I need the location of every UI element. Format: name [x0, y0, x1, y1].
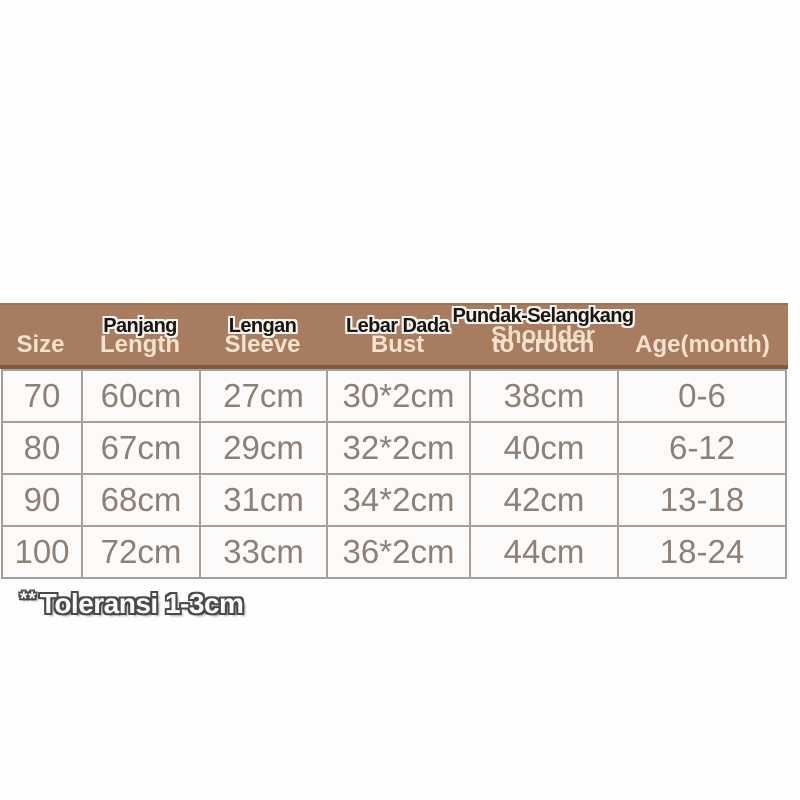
cell-length: 67cm: [81, 421, 201, 475]
table-row-size-100: 100 72cm 33cm 36*2cm 44cm 18-24: [1, 525, 787, 579]
header-bust-label-en: Bust: [370, 331, 425, 358]
cell-bust: 30*2cm: [326, 369, 471, 423]
header-age: Age(month): [617, 305, 788, 365]
cell-size: 90: [1, 473, 83, 527]
table-row-size-70: 70 60cm 27cm 30*2cm 38cm 0-6: [1, 369, 787, 423]
cell-shoulder-to-crotch: 40cm: [469, 421, 619, 475]
cell-length: 68cm: [81, 473, 201, 527]
header-sleeve-label-local: Lengan: [228, 315, 297, 337]
header-shoulder-label-local: Pundak-Selangkang: [452, 305, 635, 327]
cell-sleeve: 33cm: [199, 525, 328, 579]
header-bust-label-local: Lebar Dada: [346, 315, 450, 337]
tolerance-note-marker: **: [20, 589, 37, 610]
header-shoulder-label-en-line2: to crotch: [491, 331, 595, 358]
cell-bust: 34*2cm: [326, 473, 471, 527]
cell-age: 13-18: [617, 473, 787, 527]
size-chart-table: 70 60cm 27cm 30*2cm 38cm 0-6 80 67cm 29c…: [1, 369, 787, 579]
cell-size: 80: [1, 421, 83, 475]
cell-age: 0-6: [617, 369, 787, 423]
header-shoulder-to-crotch: Pundak-Selangkang Shoulder to crotch: [453, 305, 635, 365]
table-row-size-80: 80 67cm 29cm 32*2cm 40cm 6-12: [1, 421, 787, 475]
size-chart-header-row: Size Panjang Length Lengan Sleeve Lebar …: [0, 303, 788, 369]
cell-shoulder-to-crotch: 42cm: [469, 473, 619, 527]
header-length-label-en: Length: [100, 331, 180, 358]
cell-shoulder-to-crotch: 44cm: [469, 525, 619, 579]
header-length-label-local: Panjang: [103, 315, 177, 337]
header-length: Panjang Length: [81, 305, 199, 365]
cell-sleeve: 27cm: [199, 369, 328, 423]
cell-bust: 32*2cm: [326, 421, 471, 475]
header-sleeve: Lengan Sleeve: [199, 305, 326, 365]
cell-bust: 36*2cm: [326, 525, 471, 579]
tolerance-note: ** Toleransi 1-3cm: [20, 588, 244, 620]
cell-length: 60cm: [81, 369, 201, 423]
cell-age: 6-12: [617, 421, 787, 475]
header-size: Size: [0, 305, 81, 365]
cell-sleeve: 29cm: [199, 421, 328, 475]
cell-size: 100: [1, 525, 83, 579]
cell-length: 72cm: [81, 525, 201, 579]
table-row-size-90: 90 68cm 31cm 34*2cm 42cm 13-18: [1, 473, 787, 527]
cell-sleeve: 31cm: [199, 473, 328, 527]
cell-size: 70: [1, 369, 83, 423]
header-sleeve-label-en: Sleeve: [224, 331, 301, 358]
tolerance-note-text: Toleransi 1-3cm: [39, 588, 244, 619]
header-bust: Lebar Dada Bust: [326, 305, 469, 365]
header-age-label: Age(month): [635, 331, 770, 358]
cell-age: 18-24: [617, 525, 787, 579]
header-shoulder-label-en-line1: Shoulder: [490, 322, 596, 349]
header-size-label: Size: [16, 331, 65, 358]
cell-shoulder-to-crotch: 38cm: [469, 369, 619, 423]
